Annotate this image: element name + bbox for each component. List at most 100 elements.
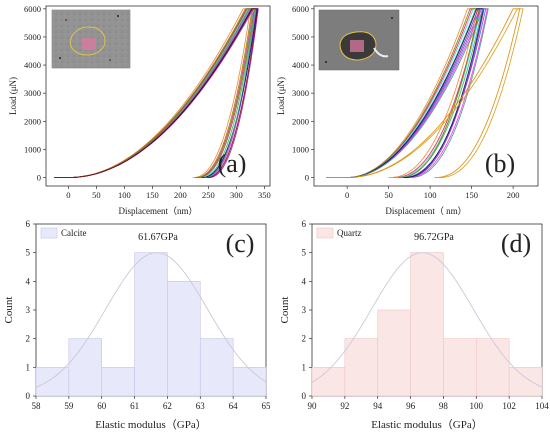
panel-d-histogram: 90 92 94 96 98 100 102 104 0 1 2 3 4 5 6 Elastic modul… [279, 219, 549, 431]
panel-a-ytick-label: 5000 [24, 32, 41, 42]
panel-d-xtick-label: 102 [502, 401, 516, 411]
panel-a-ytick-label: 0 [37, 173, 41, 183]
panel-c-histogram: 58 59 60 61 62 63 64 65 0 1 2 3 4 5 6 Elastic modulus（… [3, 219, 271, 431]
panel-a-curves [54, 8, 259, 179]
panel-b-xtick-label: 150 [465, 190, 478, 200]
panel-c-bar-4 [134, 252, 168, 397]
panel-d-bar-2 [344, 338, 379, 397]
panel-c-bar-7 [232, 367, 267, 397]
panel-b-ytick-label: 4000 [292, 60, 309, 70]
panel-d-bar-5 [443, 338, 477, 397]
panel-c-legend-swatch [40, 227, 58, 239]
panel-a-xtick-label: 100 [118, 190, 131, 200]
panel-d-ytick-label: 1 [302, 362, 307, 372]
panel-b-ytick-label: 3000 [292, 88, 309, 98]
panel-c-bar-2 [68, 338, 103, 397]
panel-c-ytick-label: 6 [26, 219, 31, 229]
panel-c-xtick-label: 64 [229, 401, 239, 411]
panel-b-curve-10 [326, 8, 489, 179]
panel-b-xtick-label: 100 [424, 190, 437, 200]
panel-d-legend-label: Quartz [337, 228, 362, 238]
panel-c-peak-annotation: 61.67GPa [138, 232, 178, 243]
panel-b-ytick-label: 2000 [292, 116, 309, 126]
panel-d-bar-1 [311, 367, 346, 397]
panel-c-xtick-label: 59 [64, 401, 74, 411]
panel-b-xtick-label: 50 [384, 190, 393, 200]
panel-b-curve-4 [326, 8, 479, 179]
panel-a-xtick-label: 50 [92, 190, 101, 200]
panel-c-ytick-label: 0 [26, 391, 31, 401]
panel-a-ytick-label: 2000 [24, 116, 41, 126]
panel-c-letter: (c) [226, 229, 255, 258]
panel-d-xtick-label: 94 [373, 401, 383, 411]
panel-c-normal-fit [35, 252, 267, 388]
panel-b-letter: (b) [485, 149, 515, 178]
panel-a-curve-12 [54, 8, 259, 179]
panel-c-ytick-label: 5 [26, 248, 31, 258]
panel-c-ytick-label: 2 [26, 334, 31, 344]
panel-b-ytick-label: 0 [305, 173, 309, 183]
panel-d-ytick-label: 2 [302, 334, 307, 344]
panel-d-legend-swatch [316, 227, 334, 239]
panel-a-xtick-label: 300 [230, 190, 243, 200]
panel-a-ytick-label: 6000 [24, 4, 41, 14]
panel-b-ytick-label: 6000 [292, 4, 309, 14]
panel-d-peak-annotation: 96.72GPa [414, 232, 454, 243]
panel-d-ticks: 90 92 94 96 98 100 102 104 0 1 2 3 4 5 6 [302, 219, 550, 411]
panel-c-bar-3 [101, 367, 135, 397]
panel-a-xtick-label: 250 [202, 190, 215, 200]
panel-b-curve-8 [326, 8, 480, 179]
panel-a-frame [45, 5, 271, 187]
panel-d-ytick-label: 3 [302, 305, 307, 315]
panel-b-inset-micrograph [318, 9, 400, 71]
panel-d-xtick-label: 90 [308, 401, 318, 411]
panel-d-ylabel: Count [279, 297, 291, 324]
panel-d-xtick-label: 96 [406, 401, 416, 411]
panel-a-xtick-label: 200 [174, 190, 187, 200]
panel-c-bars [35, 252, 267, 397]
panel-d-bars [311, 252, 543, 397]
panel-c-ticks: 58 59 60 61 62 63 64 65 0 1 2 3 4 5 6 [26, 219, 272, 411]
panel-c-xtick-label: 65 [262, 401, 272, 411]
panel-b-frame [313, 5, 539, 187]
panel-a-xlabel: Displacement（nm） [119, 206, 198, 216]
panel-c-bar-1 [35, 367, 70, 397]
panel-d-normal-fit [311, 252, 543, 388]
panel-b-ylabel: Load (μN) [276, 77, 286, 115]
panel-d-bar-7 [508, 367, 543, 397]
panel-c-legend: Calcite [40, 227, 87, 239]
panel-b-curve-12 [326, 8, 521, 179]
panel-d-ytick-label: 0 [302, 391, 307, 401]
panel-a-inset-micrograph [51, 9, 131, 69]
panel-c-ytick-label: 4 [26, 276, 31, 286]
panel-a-xtick-label: 150 [146, 190, 159, 200]
panel-d-letter: (d) [501, 229, 531, 258]
panel-a-xtick-label: 0 [66, 190, 70, 200]
panel-b-ytick-label: 1000 [292, 144, 309, 154]
panel-d-bar-3 [377, 309, 411, 397]
panel-d-xlabel: Elastic modulus（GPa） [371, 418, 483, 431]
panel-b-xtick-label: 200 [507, 190, 520, 200]
panel-d-bar-6 [475, 338, 510, 397]
panel-c-ylabel: Count [3, 297, 15, 324]
panel-a-ytick-label: 1000 [24, 144, 41, 154]
panel-d-ytick-label: 5 [302, 248, 307, 258]
panel-b-xtick-label: 0 [345, 190, 349, 200]
panel-b-curves [326, 8, 524, 179]
panel-d-xtick-label: 100 [470, 401, 484, 411]
panel-c-xlabel: Elastic modulus（GPa） [95, 418, 207, 431]
panel-a-xtick-label: 350 [258, 190, 271, 200]
panel-b-curve-9 [326, 8, 484, 179]
panel-a-letter: (a) [218, 149, 247, 178]
panel-d-xtick-label: 92 [340, 401, 349, 411]
panel-c-ytick-label: 3 [26, 305, 31, 315]
panel-c-bar-6 [199, 338, 234, 397]
panel-d-legend: Quartz [316, 227, 362, 239]
panel-b-xlabel: Displacement（ nm） [385, 206, 466, 216]
panel-c-xtick-label: 63 [196, 401, 206, 411]
panel-a-ylabel: Load (μN) [8, 77, 18, 115]
panel-d-xtick-label: 98 [439, 401, 449, 411]
